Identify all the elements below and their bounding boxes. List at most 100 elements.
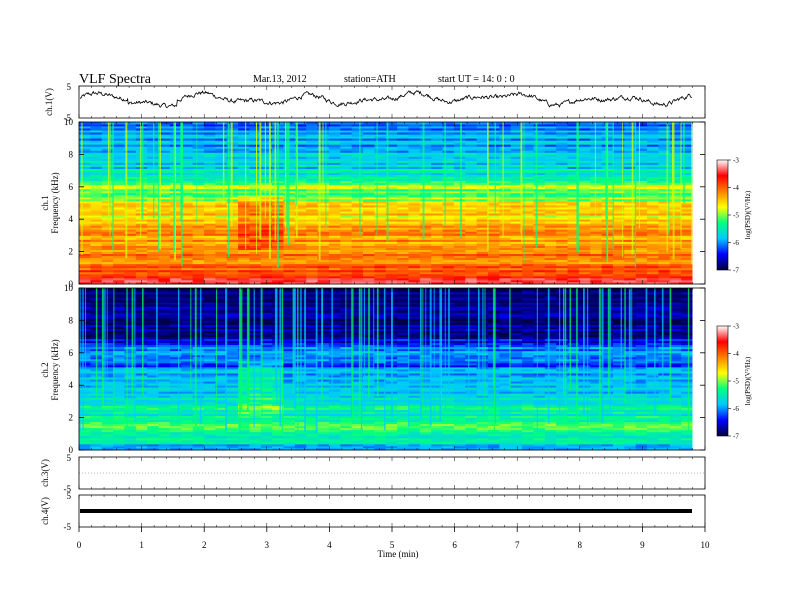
spectrogram-cell	[681, 443, 694, 447]
spectrogram-cell	[374, 441, 387, 445]
spectrogram-cell	[681, 447, 694, 451]
spectrogram-cell	[181, 441, 194, 445]
spectrogram-cell	[226, 267, 239, 271]
spectrogram-cell	[385, 162, 398, 165]
spectrogram-cell	[351, 156, 364, 159]
spectrogram-cell	[101, 221, 114, 224]
spectrogram-cell	[453, 198, 466, 202]
spectrogram-cell	[431, 217, 444, 220]
spectrogram-cell	[306, 243, 319, 246]
spectrogram-cell	[340, 435, 353, 439]
spectrogram-cell	[306, 245, 319, 248]
spectrogram-cell	[510, 225, 523, 228]
spectrogram-cell	[101, 281, 114, 285]
sferic-streak	[672, 122, 674, 206]
spectrogram-cell	[203, 150, 216, 153]
spectrogram-cell	[79, 447, 91, 451]
spectrogram-cell	[431, 142, 444, 145]
spectrogram-cell	[487, 168, 500, 171]
spectrogram-cell	[363, 126, 375, 129]
spectrogram-cell	[317, 150, 330, 153]
spectrogram-cell	[487, 225, 500, 228]
spectrogram-cell	[578, 168, 591, 171]
spectrogram-cell	[374, 174, 387, 178]
spectrogram-cell	[453, 213, 466, 216]
spectrogram-cell	[681, 215, 694, 218]
spectrogram-cell	[238, 233, 251, 236]
spectrogram-cell	[431, 188, 444, 192]
spectrogram-cell	[101, 182, 114, 186]
spectrogram-cell	[340, 219, 353, 222]
spectrogram-cell	[181, 150, 194, 153]
spectrogram-cell	[306, 166, 319, 169]
spectrogram-cell	[544, 251, 557, 255]
spectrogram-cell	[635, 279, 648, 283]
spectrogram-cell	[658, 164, 671, 167]
spectrogram-cell	[590, 184, 603, 188]
spectrogram-cell	[465, 126, 478, 129]
spectrogram-cell	[328, 223, 341, 226]
spectrogram-cell	[79, 190, 91, 194]
spectrogram-cell	[408, 162, 421, 165]
spectrogram-cell	[181, 144, 194, 147]
spectrogram-cell	[669, 209, 682, 212]
spectrogram-cell	[612, 281, 625, 285]
spectrogram-cell	[181, 156, 194, 159]
spectrogram-cell	[101, 148, 114, 151]
spectrogram-cell	[465, 441, 478, 445]
spectrogram-cell	[203, 253, 216, 257]
spectrogram-cell	[681, 172, 694, 176]
spectrogram-cell	[328, 138, 341, 141]
spectrogram-cell	[635, 203, 648, 206]
spectrogram-cell	[328, 237, 341, 240]
spectrogram-cell	[294, 140, 307, 143]
spectrogram-cell	[101, 277, 114, 281]
spectrogram-cell	[431, 130, 444, 133]
spectrogram-cell	[590, 132, 603, 135]
spectrogram-cell	[397, 132, 410, 135]
spectrogram-cell	[431, 207, 444, 210]
spectrogram-cell	[124, 259, 137, 263]
spectrogram-cell	[306, 253, 319, 257]
spectrogram-cell	[363, 205, 375, 208]
spectrogram-cell	[669, 255, 682, 259]
spectrogram-cell	[294, 443, 307, 447]
spectrogram-cell	[681, 433, 694, 437]
spectrogram-cell	[203, 182, 216, 186]
spectrogram-cell	[340, 168, 353, 171]
spectrogram-cell	[397, 443, 410, 447]
spectrogram-cell	[419, 431, 432, 435]
spectrogram-cell	[567, 275, 580, 279]
spectrogram-cell	[522, 162, 535, 165]
spectrogram-cell	[113, 261, 126, 265]
spectrogram-cell	[533, 140, 546, 143]
spectrogram-cell	[79, 245, 91, 248]
spectrogram-cell	[499, 174, 512, 178]
spectrogram-cell	[658, 184, 671, 188]
spectrogram-cell	[442, 447, 455, 451]
spectrogram-cell	[397, 257, 410, 261]
spectrogram-cell	[340, 158, 353, 161]
spectrogram-cell	[476, 186, 489, 190]
spectrogram-cell	[465, 443, 478, 447]
spectrogram-cell	[181, 188, 194, 192]
spectrogram-cell	[544, 166, 557, 169]
spectrogram-cell	[351, 225, 364, 228]
spectrogram-cell	[431, 124, 444, 127]
spectrogram-cell	[510, 251, 523, 255]
spectrogram-cell	[79, 265, 91, 269]
spectrogram-cell	[249, 140, 262, 143]
spectrogram-cell	[419, 198, 432, 202]
spectrogram-cell	[215, 174, 228, 178]
spectrogram-cell	[465, 217, 478, 220]
spectrogram-cell	[453, 186, 466, 190]
spectrogram-cell	[567, 126, 580, 129]
spectrogram-cell	[510, 152, 523, 155]
spectrogram-cell	[533, 126, 546, 129]
spectrogram-cell	[363, 158, 375, 161]
spectrogram-cell	[556, 217, 569, 220]
spectrogram-cell	[203, 427, 216, 431]
spectrogram-cell	[249, 259, 262, 263]
spectrogram-cell	[476, 269, 489, 273]
spectrogram-cell	[669, 136, 682, 139]
